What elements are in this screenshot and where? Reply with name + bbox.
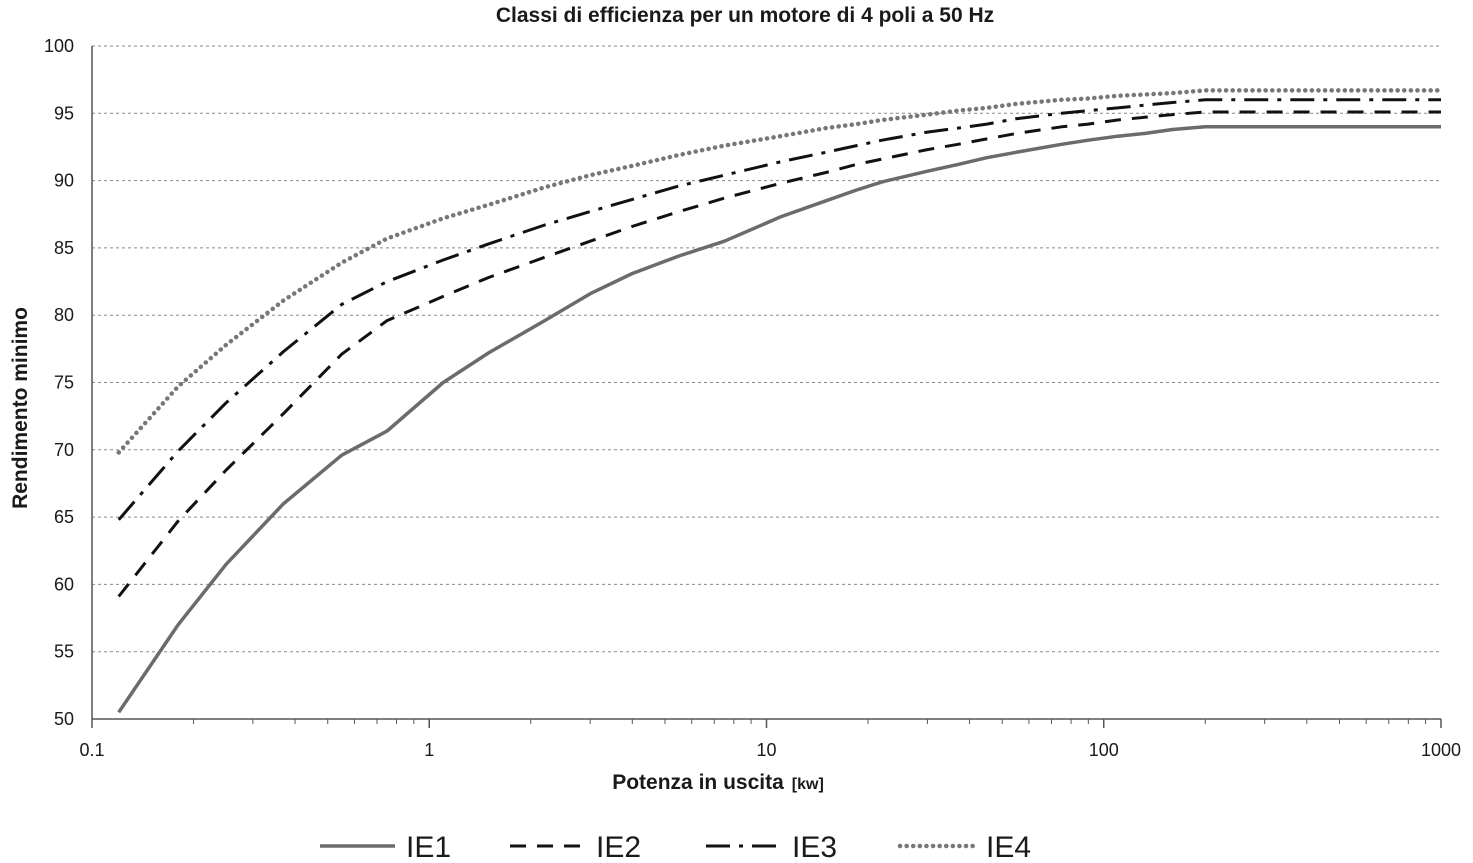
y-tick-label: 60 <box>54 574 74 594</box>
chart-title: Classi di efficienza per un motore di 4 … <box>496 4 994 27</box>
y-tick-label: 65 <box>54 507 74 527</box>
x-tick-label: 10 <box>756 740 776 760</box>
gridlines <box>92 45 1441 653</box>
series-line-ie3 <box>117 98 1441 521</box>
y-tick-label: 95 <box>54 103 74 123</box>
series-line-ie4 <box>116 88 1444 455</box>
y-tick-label: 100 <box>44 36 74 56</box>
x-tick-labels: 0.1 1 10 100 1000 <box>79 740 1461 760</box>
series-line-ie1 <box>117 125 1441 714</box>
y-tick-labels: 50 55 60 65 70 75 80 85 90 95 100 <box>44 36 74 729</box>
y-tick-label: 50 <box>54 709 74 729</box>
y-axis-label: Rendimento minimo <box>9 307 32 509</box>
y-tick-label: 85 <box>54 238 74 258</box>
y-tick-label: 90 <box>54 171 74 191</box>
legend-label-ie1: IE1 <box>406 831 451 863</box>
x-axis-label: Potenza in uscita [kw] <box>612 771 824 794</box>
legend-label-ie4: IE4 <box>986 831 1031 863</box>
series-lines <box>116 88 1444 714</box>
axes <box>91 46 1442 728</box>
y-tick-label: 70 <box>54 440 74 460</box>
y-tick-label: 80 <box>54 305 74 325</box>
legend-label-ie3: IE3 <box>792 831 837 863</box>
y-tick-label: 55 <box>54 642 74 662</box>
x-axis-label-text: Potenza in uscita <box>612 771 784 794</box>
x-tick-label: 1000 <box>1421 740 1461 760</box>
x-tick-label: 100 <box>1089 740 1119 760</box>
y-tick-label: 75 <box>54 373 74 393</box>
x-tick-label: 0.1 <box>79 740 104 760</box>
x-axis-unit: [kw] <box>792 776 824 793</box>
legend: IE1 IE2 IE3 IE4 <box>320 831 1031 863</box>
legend-label-ie2: IE2 <box>596 831 641 863</box>
series-line-ie2 <box>117 110 1441 598</box>
x-tick-label: 1 <box>424 740 434 760</box>
